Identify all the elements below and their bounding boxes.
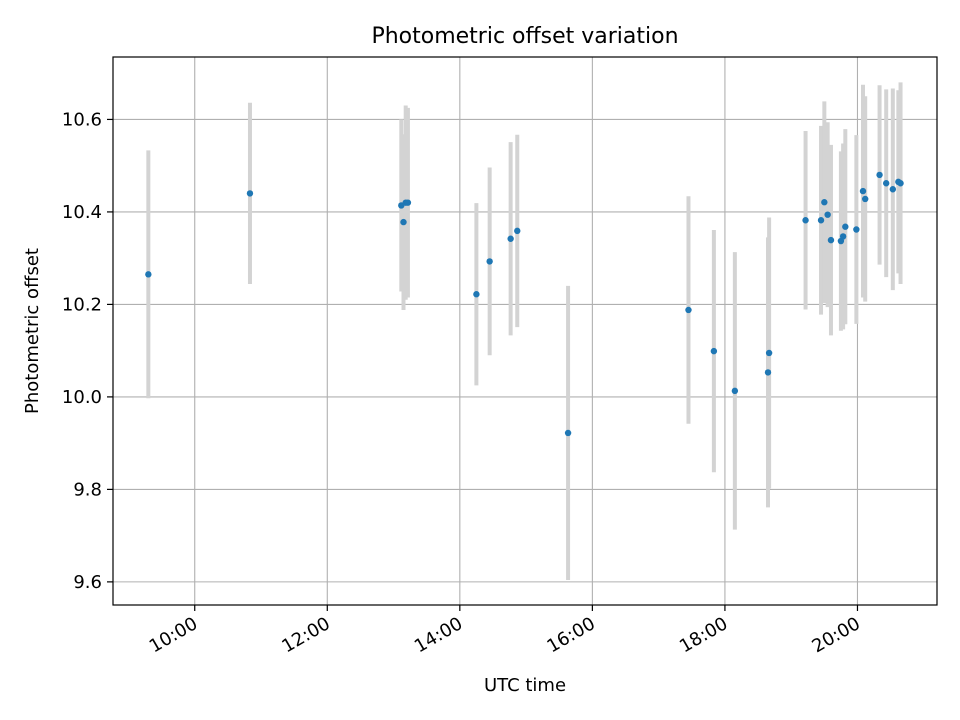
y-tick-label: 10.2	[62, 294, 102, 315]
data-point	[765, 349, 773, 357]
data-point	[876, 171, 883, 179]
y-tick-label: 10.4	[62, 202, 102, 223]
data-point	[802, 217, 809, 224]
data-point	[507, 235, 514, 242]
data-point	[564, 429, 572, 437]
x-tick-label: 10:00	[146, 613, 201, 657]
y-tick-label: 10.6	[62, 109, 102, 130]
data-point	[882, 180, 890, 187]
data-point	[862, 195, 869, 203]
data-points	[145, 171, 904, 437]
grid	[113, 57, 937, 605]
data-point	[817, 217, 825, 224]
chart-title: Photometric offset variation	[371, 24, 678, 49]
data-point	[145, 271, 152, 278]
x-tick-label: 20:00	[809, 613, 864, 657]
x-axis-ticks: 10:00 12:00 14:00 16:00 18:00 20:00	[146, 605, 864, 657]
data-point	[859, 187, 867, 195]
x-tick-label: 16:00	[543, 613, 598, 657]
data-point	[486, 258, 493, 265]
data-point	[404, 199, 412, 206]
plot-frame	[112, 56, 938, 606]
y-axis-ticks: 9.6 9.8 10.0 10.2 10.4 10.6	[62, 109, 113, 593]
data-point	[842, 223, 849, 230]
data-point	[889, 186, 897, 193]
y-axis-label: Photometric offset	[22, 248, 43, 414]
data-point	[764, 369, 772, 376]
data-point	[246, 190, 254, 197]
data-point	[685, 306, 692, 314]
data-point	[710, 347, 718, 355]
data-point	[400, 218, 407, 226]
data-point	[473, 291, 480, 298]
data-point	[839, 233, 847, 240]
data-point	[821, 199, 828, 206]
error-bars	[146, 82, 903, 581]
data-point	[827, 236, 835, 244]
x-axis-label: UTC time	[484, 675, 566, 696]
x-tick-label: 18:00	[676, 613, 731, 657]
data-point	[514, 227, 521, 235]
data-point	[853, 226, 860, 233]
data-point	[897, 180, 904, 187]
data-point	[731, 387, 739, 395]
y-tick-label: 9.6	[73, 572, 102, 593]
x-tick-label: 14:00	[411, 613, 466, 657]
y-tick-label: 9.8	[73, 479, 102, 500]
y-tick-label: 10.0	[62, 387, 102, 408]
data-point	[824, 211, 831, 218]
x-tick-label: 12:00	[278, 613, 333, 657]
